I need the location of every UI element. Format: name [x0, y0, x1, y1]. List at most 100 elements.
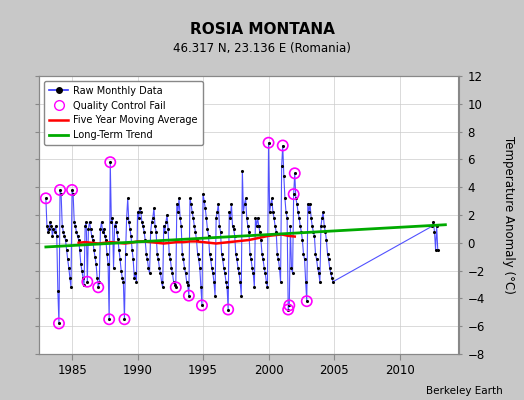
Point — [219, 256, 227, 263]
Point — [49, 226, 58, 232]
Point — [57, 191, 66, 197]
Point — [275, 265, 283, 271]
Point — [284, 306, 292, 313]
Point — [111, 223, 119, 229]
Point — [224, 306, 232, 313]
Point — [200, 198, 209, 204]
Point — [201, 205, 210, 211]
Point — [64, 265, 73, 271]
Point — [104, 260, 112, 267]
Point — [158, 284, 167, 290]
Point — [81, 223, 89, 229]
Point — [48, 233, 57, 239]
Point — [51, 223, 60, 229]
Point — [321, 228, 330, 235]
Point — [227, 201, 236, 207]
Point — [279, 142, 287, 149]
Point — [112, 219, 120, 225]
Point — [151, 223, 159, 229]
Point — [329, 278, 337, 285]
Point — [125, 219, 133, 225]
Point — [123, 214, 131, 221]
Point — [309, 228, 318, 235]
Point — [316, 223, 325, 229]
Point — [180, 265, 189, 271]
Point — [324, 256, 333, 263]
Point — [280, 173, 288, 179]
Point — [273, 251, 281, 257]
Point — [233, 256, 241, 263]
Point — [225, 209, 234, 216]
Point — [168, 270, 177, 276]
Point — [61, 237, 70, 243]
Point — [70, 219, 79, 225]
Point — [276, 278, 285, 285]
Point — [191, 228, 200, 235]
Point — [167, 265, 176, 271]
Point — [58, 223, 67, 229]
Point — [44, 228, 52, 235]
Point — [299, 251, 308, 257]
Point — [322, 237, 331, 243]
Point — [63, 256, 72, 263]
Point — [283, 214, 291, 221]
Point — [102, 237, 110, 243]
Point — [83, 278, 92, 285]
Point — [131, 270, 139, 276]
Point — [181, 270, 190, 276]
Point — [188, 209, 196, 216]
Point — [311, 251, 320, 257]
Point — [258, 251, 266, 257]
Point — [264, 140, 272, 146]
Point — [307, 214, 315, 221]
Point — [224, 306, 232, 313]
Point — [232, 251, 240, 257]
Point — [88, 233, 96, 239]
Point — [117, 268, 125, 274]
Point — [135, 214, 143, 221]
Point — [116, 256, 124, 263]
Point — [184, 292, 193, 299]
Point — [230, 226, 238, 232]
Point — [212, 214, 220, 221]
Point — [86, 226, 95, 232]
Point — [198, 302, 206, 308]
Point — [130, 274, 138, 281]
Point — [320, 223, 329, 229]
Point — [432, 223, 441, 229]
Point — [175, 195, 183, 202]
Point — [68, 187, 76, 193]
Point — [223, 284, 231, 290]
Point — [196, 284, 205, 290]
Point — [150, 205, 158, 211]
Point — [250, 284, 258, 290]
Point — [286, 223, 294, 229]
Point — [171, 284, 180, 290]
Point — [246, 251, 254, 257]
Point — [94, 284, 103, 290]
Point — [73, 233, 82, 239]
Point — [110, 265, 118, 271]
Point — [431, 246, 440, 253]
Point — [56, 187, 64, 193]
Point — [288, 270, 297, 276]
Point — [72, 228, 81, 235]
Point — [78, 268, 86, 274]
Point — [326, 270, 335, 276]
Point — [127, 233, 135, 239]
Point — [289, 191, 298, 197]
Point — [259, 256, 267, 263]
Point — [85, 219, 94, 225]
Point — [208, 265, 216, 271]
Point — [308, 223, 316, 229]
Point — [172, 201, 181, 207]
Point — [428, 223, 436, 229]
Point — [210, 278, 218, 285]
Point — [319, 209, 328, 216]
Point — [52, 233, 61, 239]
Point — [119, 278, 127, 285]
Point — [214, 201, 223, 207]
Point — [251, 214, 259, 221]
Point — [194, 256, 203, 263]
Point — [54, 320, 63, 327]
